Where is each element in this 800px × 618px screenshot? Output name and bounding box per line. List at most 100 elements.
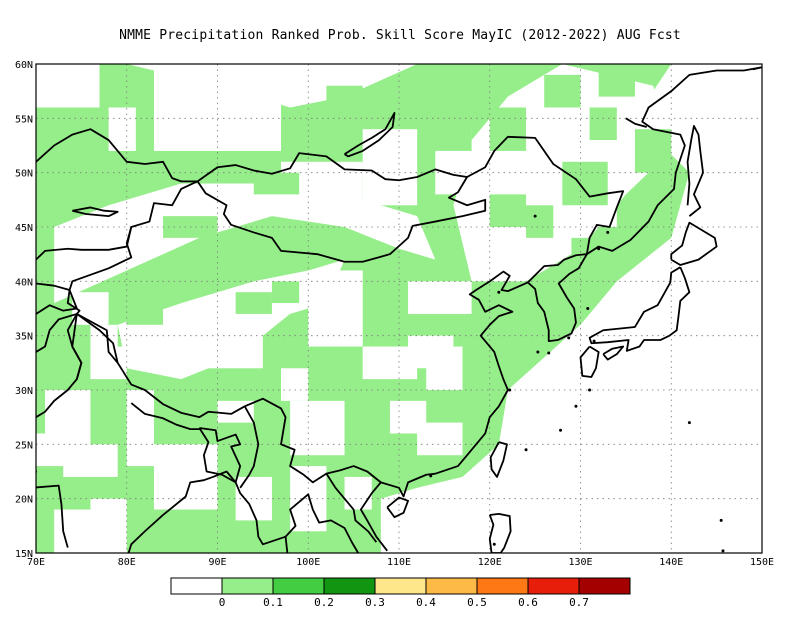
coastline-sakhalin: [686, 125, 704, 217]
lat-tick-label: 30N: [15, 386, 33, 397]
skill-cell-zero: [36, 64, 100, 108]
skill-cell-low: [489, 194, 527, 227]
lon-tick-label: 80E: [118, 557, 136, 568]
skill-cell-zero: [380, 64, 762, 553]
colorbar-label: 0.1: [263, 596, 283, 609]
island-dot: [588, 388, 592, 392]
island-dot: [687, 421, 691, 425]
longitude-labels: 70E 80E 90E 100E 110E 120E 130E 140E 150E: [27, 557, 774, 568]
coastline-taiwan: [489, 441, 508, 478]
colorbar-label: 0.4: [416, 596, 436, 609]
island-dot: [719, 518, 723, 522]
coastline-india-west: [36, 470, 69, 548]
coastline-balkhash: [72, 206, 119, 218]
skill-cell-zero: [417, 422, 463, 456]
lat-tick-label: 20N: [15, 495, 33, 506]
lon-tick-label: 90E: [208, 557, 226, 568]
colorbar-swatch: [272, 577, 325, 595]
coastline-china-coast: [380, 270, 529, 498]
island-dot: [574, 404, 578, 408]
colorbar-label: 0.7: [569, 596, 589, 609]
colorbar-swatch: [323, 577, 376, 595]
coastlines-borders: [36, 66, 762, 576]
lon-tick-label: 100E: [296, 557, 320, 568]
coastline-india-pak: [71, 313, 119, 380]
map-frame: [35, 63, 763, 554]
island-dot: [525, 573, 528, 576]
colorbar-label: 0.5: [467, 596, 487, 609]
skill-cell-low: [308, 227, 345, 249]
island-dot: [597, 247, 601, 251]
colorbar-swatch: [425, 577, 478, 595]
skill-cell-zero: [199, 313, 263, 369]
coastline-hokkaido: [670, 221, 718, 266]
skill-cell-low: [571, 237, 599, 282]
skill-cell-low: [544, 74, 581, 108]
skill-cell-zero: [290, 400, 345, 456]
skill-cell-low: [126, 303, 164, 325]
coastline-laos-viet: [325, 473, 378, 543]
map-title: NMME Precipitation Ranked Prob. Skill Sc…: [119, 28, 681, 43]
island-dot: [592, 339, 596, 343]
skill-cell-zero: [36, 433, 73, 467]
skill-cell-low: [426, 107, 472, 151]
skill-cell-low: [471, 64, 508, 97]
skill-cell-low: [489, 107, 527, 151]
coastline-heilong: [466, 135, 625, 255]
colorbar-swatch: [476, 577, 529, 595]
coastline-shikoku: [602, 345, 625, 361]
skill-cell-zero: [108, 107, 136, 151]
colorbar: 0 0.1 0.2 0.3 0.4 0.5 0.6 0.7: [170, 577, 631, 609]
colorbar-label: 0: [219, 596, 226, 609]
colorbar-label: 0.3: [365, 596, 385, 609]
lon-tick-label: 120E: [478, 557, 502, 568]
skill-cell-zero: [153, 64, 282, 151]
island-dot: [606, 230, 610, 234]
skill-cell-low: [598, 64, 635, 97]
coastline-kyushu: [579, 345, 600, 378]
coastline-kamchatka-w: [752, 66, 762, 71]
latitude-labels: 15N 20N 25N 30N 35N 40N 45N 50N 55N 60N: [15, 60, 33, 560]
colorbar-swatch: [578, 577, 631, 595]
lat-tick-label: 40N: [15, 277, 33, 288]
skill-cell-low: [235, 292, 272, 314]
lat-tick-label: 25N: [15, 440, 33, 451]
coastline-korea: [527, 253, 588, 343]
colorbar-label: 0.6: [518, 596, 538, 609]
skill-cell-zero: [426, 346, 463, 390]
island-dot: [559, 428, 563, 432]
lon-tick-label: 130E: [568, 557, 592, 568]
lon-tick-label: 150E: [750, 557, 774, 568]
island-dot: [497, 290, 501, 294]
island-dot: [429, 474, 433, 478]
coastline-hainan: [386, 496, 409, 519]
skill-cell-low: [326, 85, 363, 119]
colorbar-swatch: [527, 577, 580, 595]
coastline-tajik: [36, 282, 78, 315]
island-dot: [547, 351, 551, 355]
coastline-kaz-s: [36, 226, 133, 261]
coastline-myanmar: [239, 405, 260, 489]
skill-cell-low: [562, 161, 608, 206]
coastline-luzon: [488, 512, 512, 553]
coastline-thai-laos: [284, 493, 359, 553]
coastline-kaz-n: [36, 128, 198, 183]
lat-tick-label: 15N: [15, 549, 33, 560]
coastline-india-east: [127, 470, 289, 553]
lon-tick-label: 140E: [659, 557, 683, 568]
colorbar-swatch: [221, 577, 274, 595]
colorbar-swatch: [374, 577, 427, 595]
skill-cell-zero: [308, 270, 363, 347]
coastline-nepal-s: [130, 402, 200, 431]
skill-cell-zero: [126, 390, 154, 467]
coastline-honshu: [588, 266, 691, 352]
lat-tick-label: 60N: [15, 60, 33, 71]
skill-cell-low: [271, 281, 300, 304]
island-dot: [567, 336, 571, 340]
island-dot: [533, 214, 537, 218]
lat-tick-label: 55N: [15, 114, 33, 125]
coastline-indochina: [359, 481, 388, 552]
skill-cell-low: [634, 129, 672, 173]
coastline-china-korea: [527, 253, 587, 284]
